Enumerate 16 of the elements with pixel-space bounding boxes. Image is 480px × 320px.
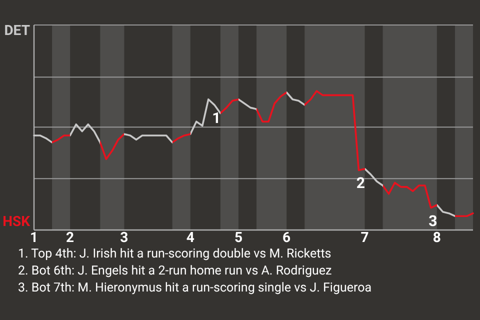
text: 1. Top 4th: J. Irish hit a run-scoring double vs M. Ricketts: [18, 246, 332, 262]
x-tick-label: 8: [432, 230, 441, 246]
annotation: 1: [212, 108, 221, 127]
text: DET: [4, 23, 30, 39]
x-tick-label: 2: [66, 230, 74, 246]
text: HSK: [2, 214, 30, 230]
text: 3. Bot 7th: M. Hieronymus hit a run-scoring single vs J. Figueroa: [18, 280, 372, 296]
x-tick-label: 6: [282, 230, 291, 246]
x-tick-label: 3: [120, 230, 128, 246]
annotation: 3: [428, 212, 438, 230]
x-tick-label: 1: [30, 230, 38, 246]
text: 2. Bot 6th: J. Engels hit a 2-run home run vs A. Rodriguez: [18, 264, 332, 278]
x-tick-label: 4: [186, 230, 194, 246]
x-tick-label: 7: [360, 230, 369, 246]
annotation: 2: [356, 174, 366, 192]
x-tick-label: 5: [234, 230, 242, 246]
